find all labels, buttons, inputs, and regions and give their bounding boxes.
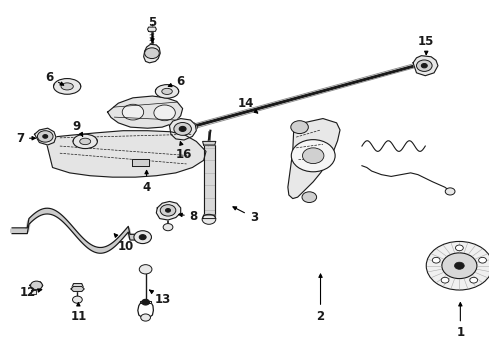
Circle shape: [456, 245, 463, 251]
Polygon shape: [34, 128, 56, 145]
Polygon shape: [132, 159, 148, 166]
Ellipse shape: [61, 83, 74, 90]
Circle shape: [141, 314, 150, 321]
Circle shape: [134, 231, 151, 244]
Circle shape: [122, 104, 144, 120]
Text: 10: 10: [114, 234, 134, 253]
Text: 6: 6: [45, 71, 64, 85]
Polygon shape: [30, 282, 43, 290]
Text: 6: 6: [169, 75, 185, 88]
Circle shape: [179, 126, 186, 131]
Circle shape: [291, 121, 308, 134]
Circle shape: [139, 265, 152, 274]
Ellipse shape: [73, 134, 98, 149]
Circle shape: [302, 192, 317, 203]
Circle shape: [30, 281, 42, 290]
Circle shape: [421, 64, 427, 68]
Polygon shape: [147, 27, 156, 31]
Polygon shape: [202, 141, 216, 145]
Circle shape: [142, 299, 149, 305]
Polygon shape: [413, 56, 438, 76]
Circle shape: [163, 224, 173, 231]
Polygon shape: [156, 202, 181, 220]
Circle shape: [154, 105, 175, 121]
Polygon shape: [108, 96, 183, 128]
Circle shape: [145, 48, 159, 59]
Text: 12: 12: [20, 286, 42, 299]
Polygon shape: [71, 287, 84, 292]
Circle shape: [441, 277, 449, 283]
Polygon shape: [203, 145, 215, 216]
Circle shape: [166, 208, 171, 212]
Ellipse shape: [162, 88, 172, 94]
Polygon shape: [140, 301, 151, 303]
Circle shape: [73, 296, 82, 303]
Circle shape: [184, 122, 197, 132]
Circle shape: [445, 188, 455, 195]
Circle shape: [202, 214, 216, 224]
Polygon shape: [45, 131, 206, 177]
Text: 7: 7: [16, 132, 35, 145]
Text: 1: 1: [456, 303, 465, 339]
Circle shape: [160, 204, 176, 216]
Circle shape: [291, 140, 335, 172]
Ellipse shape: [80, 138, 91, 145]
Text: 13: 13: [149, 290, 171, 306]
Text: 5: 5: [148, 16, 156, 42]
Circle shape: [470, 277, 478, 283]
Ellipse shape: [53, 78, 81, 94]
Ellipse shape: [155, 85, 179, 98]
Polygon shape: [170, 118, 196, 140]
Circle shape: [416, 60, 432, 71]
Circle shape: [43, 135, 48, 138]
Polygon shape: [144, 44, 160, 63]
Text: 4: 4: [143, 170, 151, 194]
Text: 8: 8: [179, 210, 198, 223]
Text: 11: 11: [70, 303, 87, 323]
Circle shape: [37, 131, 53, 142]
Circle shape: [455, 262, 464, 269]
Circle shape: [432, 257, 440, 263]
Circle shape: [302, 148, 324, 163]
Circle shape: [426, 242, 490, 290]
Text: 16: 16: [176, 141, 192, 161]
Polygon shape: [202, 215, 216, 219]
Polygon shape: [72, 284, 83, 291]
Polygon shape: [288, 118, 340, 199]
Circle shape: [442, 253, 477, 279]
Polygon shape: [30, 290, 36, 294]
Text: 2: 2: [317, 274, 324, 323]
Text: 9: 9: [73, 120, 83, 136]
Circle shape: [139, 235, 146, 240]
Text: 14: 14: [238, 97, 258, 113]
Text: 15: 15: [418, 35, 435, 54]
Circle shape: [174, 122, 192, 135]
Text: 3: 3: [233, 207, 258, 224]
Circle shape: [479, 257, 487, 263]
